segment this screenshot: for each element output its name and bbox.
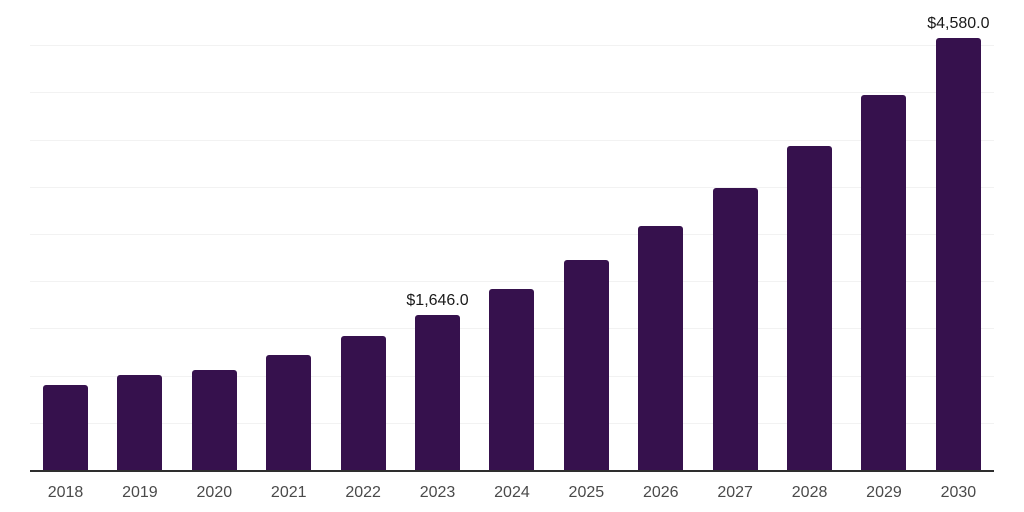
x-tick-label-2027: 2027 xyxy=(717,484,753,501)
bar-2023[interactable]: $1,646.0 xyxy=(406,292,469,470)
bar-2024[interactable] xyxy=(489,289,535,470)
bar-column-2025 xyxy=(563,0,609,470)
gridline-2000 xyxy=(30,281,994,283)
bar-column-2018 xyxy=(43,0,88,470)
bars-container: $1,646.0 $4,580.0 xyxy=(30,0,994,470)
x-tick-label-2024: 2024 xyxy=(494,484,530,501)
bar-2018[interactable] xyxy=(43,385,88,470)
gridline-3500 xyxy=(30,139,994,141)
x-tick-label-2021: 2021 xyxy=(270,484,307,501)
bar-column-2027 xyxy=(712,0,758,470)
bar-column-2024 xyxy=(489,0,535,470)
bar-column-2023: $1,646.0 xyxy=(406,0,469,470)
bar-2026[interactable] xyxy=(638,226,684,470)
bar-column-2029 xyxy=(861,0,907,470)
plot-area: $1,646.0 $4,580.0 xyxy=(30,0,994,472)
gridline-4500 xyxy=(30,45,994,47)
x-tick-label-2030: 2030 xyxy=(940,484,977,501)
bar-2025[interactable] xyxy=(563,259,609,470)
bar-2020[interactable] xyxy=(191,369,237,470)
bar-2019[interactable] xyxy=(117,375,163,470)
bar-2028[interactable] xyxy=(787,145,833,470)
bar-value-label-2030: $4,580.0 xyxy=(927,14,990,32)
x-tick-label-2018: 2018 xyxy=(47,484,84,501)
bar-2030[interactable]: $4,580.0 xyxy=(927,15,990,470)
x-tick-label-2019: 2019 xyxy=(122,484,158,501)
bar-column-2020 xyxy=(191,0,237,470)
gridline-3000 xyxy=(30,186,994,188)
gridline-2500 xyxy=(30,234,994,235)
bar-column-2026 xyxy=(638,0,684,470)
x-tick-label-2022: 2022 xyxy=(345,484,381,501)
bar-2022[interactable] xyxy=(340,335,386,470)
bar-column-2021 xyxy=(266,0,312,470)
bar-2027[interactable] xyxy=(712,188,758,470)
x-tick-label-2023: 2023 xyxy=(419,484,456,501)
bar-column-2028 xyxy=(787,0,833,470)
gridline-4000 xyxy=(30,92,994,94)
bar-2029[interactable] xyxy=(861,94,907,470)
x-tick-label-2026: 2026 xyxy=(642,484,679,501)
x-tick-label-2028: 2028 xyxy=(791,484,828,501)
bar-column-2030: $4,580.0 xyxy=(927,0,990,470)
bar-value-label-2023: $1,646.0 xyxy=(406,291,469,309)
x-tick-label-2025: 2025 xyxy=(568,484,605,501)
bar-column-2019 xyxy=(117,0,163,470)
x-tick-label-2029: 2029 xyxy=(866,484,902,501)
bar-2021[interactable] xyxy=(266,354,312,470)
x-tick-label-2020: 2020 xyxy=(196,484,233,501)
x-axis-tick-labels: 2018 2019 2020 2021 2022 2023 2024 2025 2026 2027… xyxy=(30,484,994,502)
bar-column-2022 xyxy=(340,0,386,470)
